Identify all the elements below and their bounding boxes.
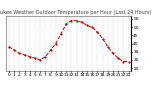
Title: Milwaukee Weather Outdoor Temperature per Hour (Last 24 Hours): Milwaukee Weather Outdoor Temperature pe… bbox=[0, 10, 151, 15]
